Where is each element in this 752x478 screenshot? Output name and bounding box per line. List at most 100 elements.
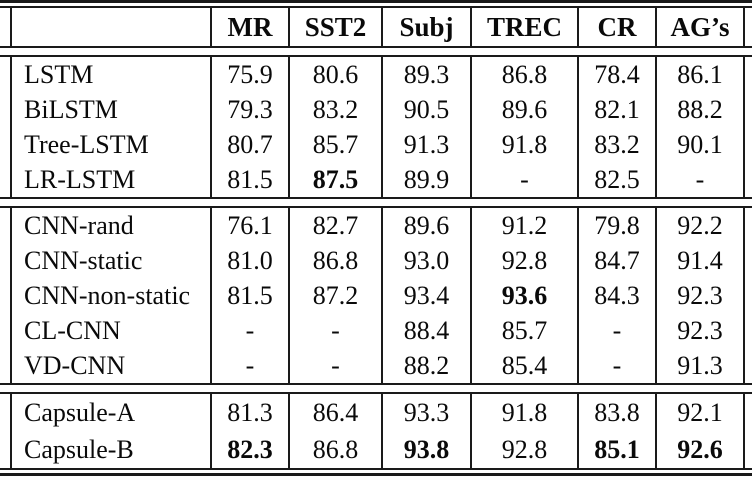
header-empty (10, 8, 212, 46)
table-row: CL-CNN - - 88.4 85.7 - 92.3 (10, 313, 745, 348)
cell-subj: 93.0 (383, 243, 472, 278)
cell-cr: 79.8 (579, 208, 657, 243)
cell-cr: 82.1 (579, 92, 657, 127)
cell-sst2: 86.8 (290, 243, 383, 278)
cell-cr: 82.5 (579, 162, 657, 197)
cell-trec: 91.2 (472, 208, 579, 243)
cell-trec: 92.8 (472, 431, 579, 468)
cell-trec: 86.8 (472, 57, 579, 92)
cell-mr: 81.5 (212, 278, 290, 313)
cell-subj: 88.2 (383, 348, 472, 383)
table-row: CNN-non-static 81.5 87.2 93.4 93.6 84.3 … (10, 278, 745, 313)
cell-sst2: 85.7 (290, 127, 383, 162)
group-double-rule (0, 383, 752, 394)
group-capsule: Capsule-A 81.3 86.4 93.3 91.8 83.8 92.1 … (10, 394, 745, 468)
header-cr: CR (579, 8, 657, 46)
cell-ags: 92.1 (657, 394, 745, 431)
row-label: VD-CNN (10, 348, 212, 383)
cell-trec: 92.8 (472, 243, 579, 278)
cell-trec: 91.8 (472, 394, 579, 431)
row-label: LR-LSTM (10, 162, 212, 197)
cell-trec: 89.6 (472, 92, 579, 127)
cell-trec: 85.7 (472, 313, 579, 348)
row-label: Tree-LSTM (10, 127, 212, 162)
cell-subj: 89.9 (383, 162, 472, 197)
header-trec: TREC (472, 8, 579, 46)
cell-ags: 92.3 (657, 278, 745, 313)
cell-mr: - (212, 348, 290, 383)
cell-trec: 93.6 (472, 278, 579, 313)
cell-subj: 93.3 (383, 394, 472, 431)
cell-sst2: 82.7 (290, 208, 383, 243)
cell-mr: 81.3 (212, 394, 290, 431)
header-subj: Subj (383, 8, 472, 46)
cell-mr: 79.3 (212, 92, 290, 127)
cell-sst2: 87.2 (290, 278, 383, 313)
cell-cr: 84.3 (579, 278, 657, 313)
row-label: CNN-static (10, 243, 212, 278)
cell-subj: 88.4 (383, 313, 472, 348)
cell-mr: 82.3 (212, 431, 290, 468)
cell-cr: 78.4 (579, 57, 657, 92)
cell-sst2: 83.2 (290, 92, 383, 127)
table-row: VD-CNN - - 88.2 85.4 - 91.3 (10, 348, 745, 383)
row-label: CL-CNN (10, 313, 212, 348)
cell-subj: 89.6 (383, 208, 472, 243)
cell-mr: 81.5 (212, 162, 290, 197)
table-row: CNN-static 81.0 86.8 93.0 92.8 84.7 91.4 (10, 243, 745, 278)
cell-subj: 93.8 (383, 431, 472, 468)
table-row: CNN-rand 76.1 82.7 89.6 91.2 79.8 92.2 (10, 208, 745, 243)
cell-sst2: 80.6 (290, 57, 383, 92)
cell-ags: - (657, 162, 745, 197)
cell-cr: - (579, 313, 657, 348)
cell-ags: 92.6 (657, 431, 745, 468)
table-row: Capsule-B 82.3 86.8 93.8 92.8 85.1 92.6 (10, 431, 745, 468)
row-label: BiLSTM (10, 92, 212, 127)
cell-mr: - (212, 313, 290, 348)
cell-trec: 85.4 (472, 348, 579, 383)
header-mr: MR (212, 8, 290, 46)
table-row: LSTM 75.9 80.6 89.3 86.8 78.4 86.1 (10, 57, 745, 92)
cell-cr: 85.1 (579, 431, 657, 468)
top-double-rule (0, 0, 752, 8)
group-double-rule (0, 197, 752, 208)
cell-cr: 83.2 (579, 127, 657, 162)
cell-subj: 89.3 (383, 57, 472, 92)
cell-trec: 91.8 (472, 127, 579, 162)
header-section: MR SST2 Subj TREC CR AG’s (10, 8, 745, 46)
row-label: CNN-rand (10, 208, 212, 243)
header-double-rule (0, 46, 752, 57)
row-label: LSTM (10, 57, 212, 92)
bottom-double-rule (0, 468, 752, 476)
table-row: Tree-LSTM 80.7 85.7 91.3 91.8 83.2 90.1 (10, 127, 745, 162)
cell-sst2: - (290, 313, 383, 348)
group-cnn: CNN-rand 76.1 82.7 89.6 91.2 79.8 92.2 C… (10, 208, 745, 383)
header-ags: AG’s (657, 8, 745, 46)
cell-trec: - (472, 162, 579, 197)
cell-cr: 83.8 (579, 394, 657, 431)
cell-sst2: 87.5 (290, 162, 383, 197)
table-row: LR-LSTM 81.5 87.5 89.9 - 82.5 - (10, 162, 745, 197)
cell-cr: - (579, 348, 657, 383)
table-row: BiLSTM 79.3 83.2 90.5 89.6 82.1 88.2 (10, 92, 745, 127)
row-label: CNN-non-static (10, 278, 212, 313)
row-label: Capsule-A (10, 394, 212, 431)
cell-subj: 90.5 (383, 92, 472, 127)
cell-subj: 93.4 (383, 278, 472, 313)
table-row: Capsule-A 81.3 86.4 93.3 91.8 83.8 92.1 (10, 394, 745, 431)
cell-ags: 91.4 (657, 243, 745, 278)
cell-mr: 76.1 (212, 208, 290, 243)
cell-ags: 90.1 (657, 127, 745, 162)
cell-subj: 91.3 (383, 127, 472, 162)
cell-sst2: - (290, 348, 383, 383)
cell-ags: 92.3 (657, 313, 745, 348)
cell-sst2: 86.4 (290, 394, 383, 431)
cell-mr: 81.0 (212, 243, 290, 278)
cell-sst2: 86.8 (290, 431, 383, 468)
cell-ags: 92.2 (657, 208, 745, 243)
header-row: MR SST2 Subj TREC CR AG’s (10, 8, 745, 46)
header-sst2: SST2 (290, 8, 383, 46)
group-lstm: LSTM 75.9 80.6 89.3 86.8 78.4 86.1 BiLST… (10, 57, 745, 197)
cell-ags: 86.1 (657, 57, 745, 92)
